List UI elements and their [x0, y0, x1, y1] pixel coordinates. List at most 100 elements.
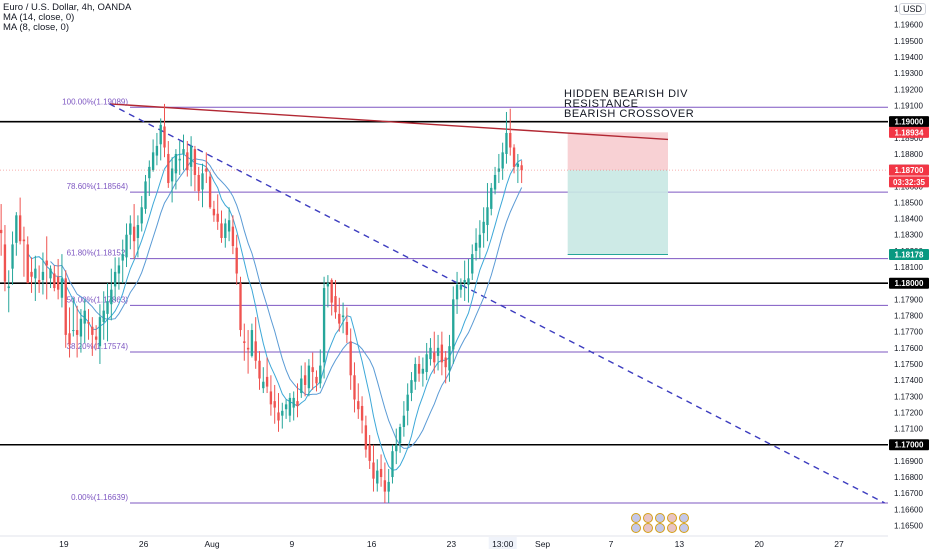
position-target-zone[interactable] [567, 170, 668, 255]
candle-body[interactable] [440, 344, 444, 363]
candle-body[interactable] [68, 333, 71, 345]
candle-body[interactable] [326, 283, 330, 287]
candle-body[interactable] [436, 347, 440, 356]
candle-body[interactable] [490, 187, 493, 209]
candle-body[interactable] [387, 481, 390, 492]
candle-body[interactable] [110, 289, 113, 305]
dashed-trendline[interactable] [109, 103, 885, 504]
candle-body[interactable] [292, 397, 295, 408]
resistance-trendline[interactable] [109, 103, 669, 141]
candle-body[interactable] [79, 318, 83, 337]
candle-body[interactable] [395, 444, 398, 452]
candle-body[interactable] [319, 365, 322, 384]
candle-body[interactable] [45, 260, 48, 266]
candle-body[interactable] [231, 226, 235, 247]
candle-body[interactable] [353, 375, 356, 400]
candle-body[interactable] [121, 254, 124, 261]
economic-event-icon[interactable] [631, 513, 641, 523]
candle-body[interactable] [368, 444, 371, 461]
price-axis[interactable] [888, 0, 932, 550]
candle-body[interactable] [94, 336, 98, 340]
economic-event-icon[interactable] [643, 513, 653, 523]
candle-body[interactable] [144, 181, 147, 209]
candle-body[interactable] [30, 271, 33, 277]
candle-body[interactable] [311, 367, 314, 373]
candle-body[interactable] [224, 223, 227, 238]
candle-body[interactable] [159, 124, 162, 145]
candle-body[interactable] [201, 173, 204, 190]
candle-body[interactable] [182, 149, 185, 154]
candle-body[interactable] [167, 153, 170, 184]
candle-body[interactable] [189, 145, 193, 167]
candle-body[interactable] [265, 376, 269, 387]
candle-body[interactable] [474, 242, 478, 251]
candle-body[interactable] [383, 480, 387, 492]
candle-body[interactable] [433, 352, 436, 363]
candle-body[interactable] [482, 221, 485, 234]
candle-body[interactable] [258, 360, 261, 379]
candle-body[interactable] [129, 223, 132, 235]
candle-body[interactable] [148, 166, 151, 179]
candle-body[interactable] [406, 394, 409, 411]
candle-body[interactable] [509, 132, 512, 148]
candle-body[interactable] [501, 152, 504, 169]
candle-body[interactable] [493, 174, 497, 190]
economic-event-icon[interactable] [679, 523, 689, 533]
candle-body[interactable] [273, 401, 276, 408]
candle-body[interactable] [467, 278, 470, 285]
candle-body[interactable] [239, 283, 242, 331]
candle-body[interactable] [376, 470, 379, 484]
candle-body[interactable] [398, 426, 402, 444]
candle-body[interactable] [243, 341, 246, 343]
candle-body[interactable] [277, 412, 280, 421]
candle-body[interactable] [22, 239, 26, 242]
candle-body[interactable] [452, 299, 455, 350]
candle-body[interactable] [349, 341, 352, 376]
candle-body[interactable] [53, 273, 56, 289]
candle-body[interactable] [49, 268, 52, 279]
time-axis[interactable] [0, 536, 932, 550]
candle-body[interactable] [459, 284, 463, 290]
candle-body[interactable] [132, 226, 136, 242]
candle-body[interactable] [7, 286, 10, 289]
candle-body[interactable] [455, 284, 459, 300]
candle-body[interactable] [250, 330, 254, 356]
candle-body[interactable] [151, 152, 155, 171]
candle-body[interactable] [64, 278, 67, 335]
candle-body[interactable] [281, 410, 284, 416]
candle-body[interactable] [87, 321, 90, 324]
candle-body[interactable] [471, 254, 474, 274]
candle-body[interactable] [516, 163, 520, 167]
candle-body[interactable] [11, 244, 14, 269]
candle-body[interactable] [193, 149, 197, 175]
candle-body[interactable] [186, 152, 189, 171]
candle-body[interactable] [345, 321, 349, 335]
candle-body[interactable] [421, 368, 425, 374]
candle-body[interactable] [197, 174, 200, 192]
candle-body[interactable] [37, 279, 41, 284]
candle-body[interactable] [125, 234, 128, 258]
economic-event-icon[interactable] [667, 513, 677, 523]
candle-body[interactable] [155, 145, 159, 156]
candle-body[interactable] [322, 288, 326, 363]
candle-body[interactable] [83, 310, 86, 324]
candle-body[interactable] [140, 207, 143, 224]
candle-body[interactable] [330, 279, 333, 303]
economic-event-icon[interactable] [679, 513, 689, 523]
candle-body[interactable] [41, 271, 45, 280]
candle-body[interactable] [505, 132, 508, 154]
economic-event-icon[interactable] [643, 523, 653, 533]
candle-body[interactable] [56, 276, 60, 290]
candle-body[interactable] [284, 404, 288, 410]
candle-body[interactable] [34, 268, 37, 279]
candle-body[interactable] [334, 296, 337, 313]
candle-body[interactable] [429, 347, 432, 360]
candle-body[interactable] [98, 317, 102, 347]
candle-body[interactable] [212, 208, 216, 216]
candle-body[interactable] [208, 176, 212, 208]
candle-body[interactable] [364, 425, 368, 450]
candle-body[interactable] [75, 330, 79, 335]
economic-event-icon[interactable] [667, 523, 677, 533]
